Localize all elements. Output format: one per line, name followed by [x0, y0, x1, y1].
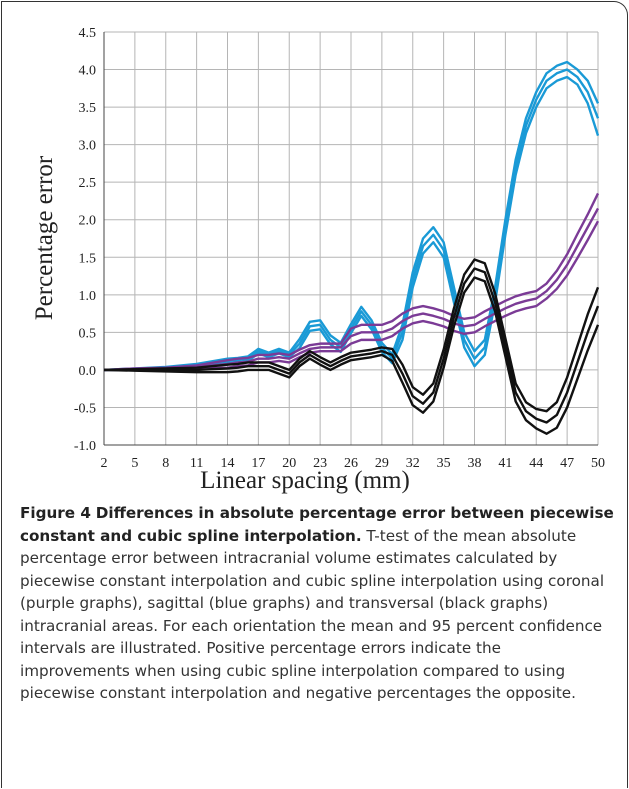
series-line [103, 68, 600, 372]
x-tick-label: 35 [437, 456, 451, 471]
figure-caption: Figure 4 Differences in absolute percent… [20, 502, 615, 705]
x-tick-label: 32 [406, 456, 420, 471]
x-tick-label: 17 [251, 456, 265, 471]
caption-title: Differences in absolute percentage error… [20, 504, 614, 545]
caption-label: Figure 4 [20, 504, 91, 522]
x-tick-label: 47 [560, 456, 574, 471]
caption-text: T-test of the mean absolute percentage e… [20, 526, 605, 703]
x-tick-label: 26 [344, 456, 358, 471]
y-axis-label: Percentage error [31, 155, 58, 320]
series-line [103, 192, 600, 372]
y-tick-label: -1.0 [74, 439, 96, 454]
series-line [103, 207, 600, 372]
x-tick-label: 44 [529, 456, 543, 471]
y-tick-label: 0.0 [79, 364, 97, 379]
x-tick-label: 11 [190, 456, 203, 471]
y-tick-label: 0.5 [79, 326, 97, 341]
x-tick-label: 2 [101, 456, 108, 471]
y-tick-label: 2.0 [79, 214, 97, 229]
series-line [103, 276, 600, 435]
x-tick-label: 20 [282, 456, 296, 471]
y-tick-label: 3.0 [79, 139, 97, 154]
x-tick-label: 50 [591, 456, 605, 471]
x-tick-label: 14 [221, 456, 235, 471]
x-tick-label: 5 [131, 456, 138, 471]
y-tick-label: 4.5 [79, 26, 97, 41]
y-tick-label: -0.5 [74, 401, 96, 416]
chart: Linear spacing (mm) Percentage error -1.… [31, 26, 605, 494]
y-tick-label: 3.5 [79, 101, 97, 116]
x-axis-label: Linear spacing (mm) [200, 467, 410, 494]
x-tick-label: 23 [313, 456, 327, 471]
y-tick-label: 2.5 [79, 176, 97, 191]
y-tick-label: 1.5 [79, 251, 97, 266]
y-tick-label: 4.0 [79, 64, 97, 79]
series-line [104, 267, 600, 424]
x-tick-label: 8 [162, 456, 169, 471]
x-tick-label: 38 [468, 456, 482, 471]
x-tick-label: 29 [375, 456, 389, 471]
y-tick-label: 1.0 [79, 289, 97, 304]
x-tick-label: 41 [498, 456, 512, 471]
series-line [103, 258, 600, 413]
